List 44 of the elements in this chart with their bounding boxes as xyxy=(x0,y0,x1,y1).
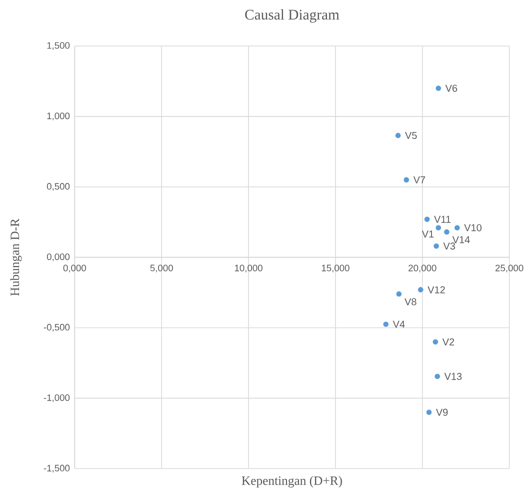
point xyxy=(435,85,442,92)
annotation: V6 xyxy=(445,84,458,92)
point xyxy=(454,224,460,231)
y-tick-label: 1,500 xyxy=(47,42,70,50)
x-tick-label: 0,000 xyxy=(63,264,86,272)
y-tick-label: -1,000 xyxy=(44,394,70,402)
annotation: V2 xyxy=(442,338,454,346)
annotation: V10 xyxy=(464,224,482,232)
y-tick-label: -1,500 xyxy=(44,464,70,473)
annotation: V11 xyxy=(434,216,451,223)
y-axis-title: Hubungan D-R xyxy=(10,218,22,296)
annotation: V4 xyxy=(392,320,405,328)
point xyxy=(396,290,402,298)
point xyxy=(424,216,430,222)
y-tick-label: 0,500 xyxy=(46,183,70,191)
annotation: V12 xyxy=(428,286,445,294)
chart-title: Causal Diagram xyxy=(245,9,340,23)
point xyxy=(432,338,439,346)
x-tick-label: 10,000 xyxy=(234,264,262,272)
point xyxy=(394,132,402,139)
point xyxy=(444,228,450,236)
annotation: V14 xyxy=(452,236,470,244)
point xyxy=(382,321,390,328)
y-tick-label: 0,000 xyxy=(46,253,70,262)
point xyxy=(434,373,441,380)
y-tick-label: -0,500 xyxy=(44,324,70,332)
annotation: V8 xyxy=(404,298,416,306)
x-axis-title: Kepentingan (D+R) xyxy=(242,476,342,488)
annotation: V9 xyxy=(436,408,448,416)
x-tick-label: 25,000 xyxy=(496,264,524,272)
point xyxy=(417,286,424,293)
x-tick-label: 20,000 xyxy=(408,264,436,272)
annotation: V5 xyxy=(405,132,417,139)
x-tick-label: 15,000 xyxy=(322,264,350,272)
point xyxy=(403,176,410,184)
point xyxy=(435,224,442,231)
point xyxy=(426,409,432,416)
x-tick-label: 5,000 xyxy=(150,264,173,272)
annotation: V1 xyxy=(422,230,434,238)
annotation: V3 xyxy=(443,242,456,250)
annotation: V13 xyxy=(444,372,462,380)
annotation: V7 xyxy=(413,176,426,184)
y-tick-label: 1,000 xyxy=(47,112,70,120)
point xyxy=(433,242,440,250)
